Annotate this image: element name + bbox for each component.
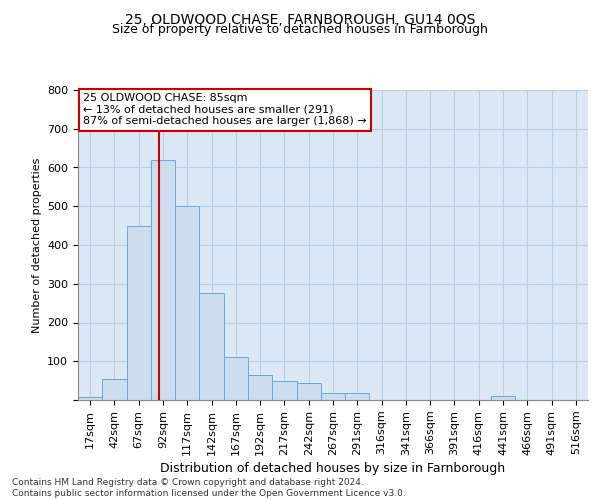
Bar [272,380,296,400]
Bar [199,294,224,400]
Text: Contains HM Land Registry data © Crown copyright and database right 2024.
Contai: Contains HM Land Registry data © Crown c… [12,478,406,498]
Y-axis label: Number of detached properties: Number of detached properties [32,158,41,332]
Bar [248,375,272,400]
Bar [151,160,175,400]
Bar [127,226,151,400]
X-axis label: Distribution of detached houses by size in Farnborough: Distribution of detached houses by size … [160,462,506,475]
Bar [296,382,321,400]
Text: 25 OLDWOOD CHASE: 85sqm
← 13% of detached houses are smaller (291)
87% of semi-d: 25 OLDWOOD CHASE: 85sqm ← 13% of detache… [83,93,367,126]
Bar [224,358,248,400]
Bar [78,397,102,400]
Bar [102,378,127,400]
Bar [321,393,345,400]
Bar [175,206,199,400]
Text: Size of property relative to detached houses in Farnborough: Size of property relative to detached ho… [112,22,488,36]
Bar [345,393,370,400]
Bar [491,396,515,400]
Text: 25, OLDWOOD CHASE, FARNBOROUGH, GU14 0QS: 25, OLDWOOD CHASE, FARNBOROUGH, GU14 0QS [125,12,475,26]
